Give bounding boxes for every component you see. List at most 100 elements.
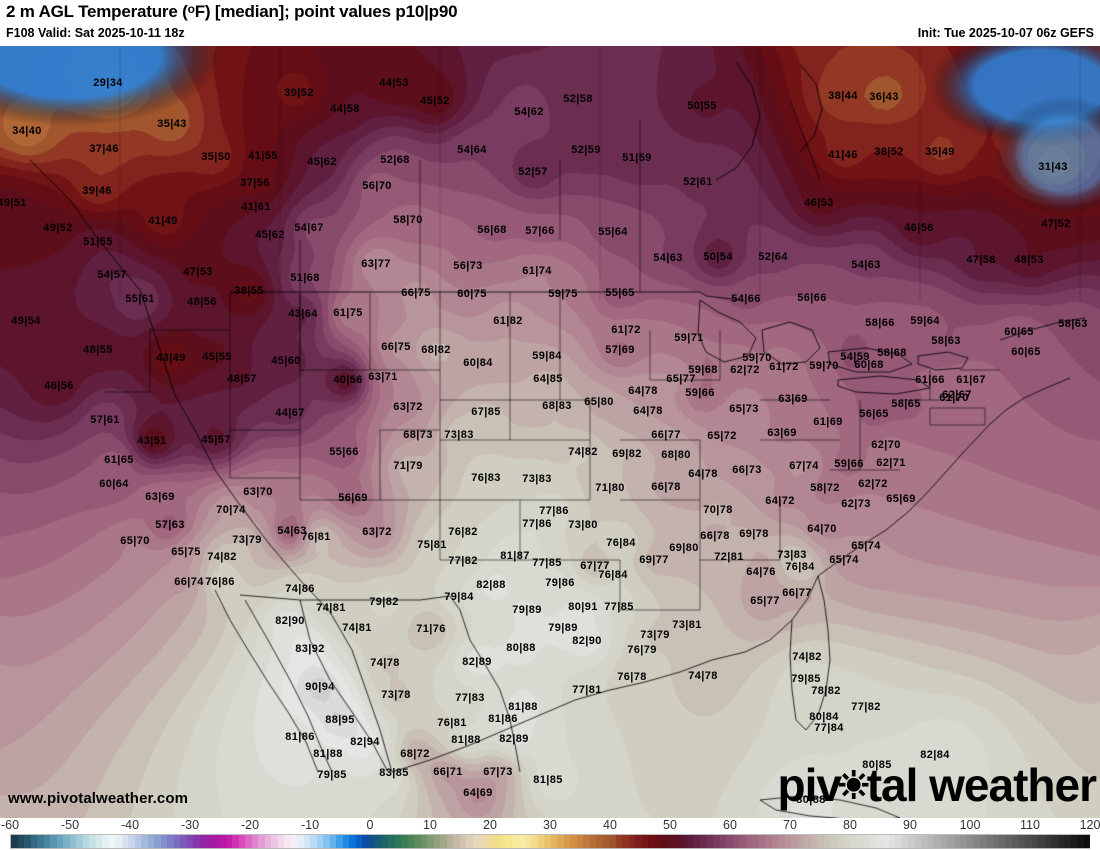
point-value-label: 82|90 [572,635,602,647]
point-value-label: 62|72 [730,364,760,376]
point-value-label: 63|69 [145,491,175,503]
colorbar-swatch [843,835,850,848]
colorbar-swatch [30,835,37,848]
point-value-label: 41|61 [241,201,271,213]
point-value-label: 66|77 [782,587,812,599]
point-value-label: 69|78 [739,528,769,540]
point-value-label: 77|81 [572,684,602,696]
point-value-label: 76|82 [448,526,478,538]
point-value-label: 64|78 [688,468,718,480]
point-value-label: 64|78 [628,385,658,397]
point-value-label: 82|89 [499,733,529,745]
point-value-label: 59|66 [834,458,864,470]
point-value-label: 43|49 [156,352,186,364]
point-value-label: 50|55 [687,100,717,112]
colorbar-swatch [927,835,934,848]
point-value-label: 64|85 [533,373,563,385]
point-value-label: 52|64 [758,251,788,263]
point-value-label: 70|74 [216,504,246,516]
colorbar-swatch [823,835,830,848]
point-value-label: 76|84 [785,561,815,573]
colorbar-swatch [934,835,941,848]
point-value-label: 41|46 [828,149,858,161]
point-value-label: 47|52 [1041,218,1071,230]
colorbar-swatch [966,835,973,848]
point-value-label: 38|55 [234,285,264,297]
colorbar-swatch [674,835,681,848]
point-value-label: 56|70 [362,180,392,192]
colorbar-swatch [641,835,648,848]
colorbar-swatch [739,835,746,848]
point-value-label: 40|56 [333,374,363,386]
point-value-label: 62|70 [871,439,901,451]
map-viewport[interactable]: 29|34 39|52 44|53 45|52 44|58 54|62 52|58 50|55… [0,46,1100,818]
colorbar-swatch [108,835,115,848]
point-value-label: 60|65 [1011,346,1041,358]
point-value-label: 44|53 [379,77,409,89]
colorbar-swatch [973,835,980,848]
colorbar-swatch [303,835,310,848]
point-value-label: 76|83 [471,472,501,484]
point-value-label: 63|72 [362,526,392,538]
colorbar-swatch [186,835,193,848]
temperature-contour-layer [0,46,1100,818]
point-value-label: 44|58 [330,103,360,115]
point-value-label: 57|63 [155,519,185,531]
point-value-label: 55|64 [598,226,628,238]
colorbar-swatch [50,835,57,848]
point-value-label: 74|82 [792,651,822,663]
point-value-label: 58|66 [865,317,895,329]
colorbar-swatch [700,835,707,848]
colorbar-tick: 90 [903,818,917,832]
point-value-label: 77|84 [814,722,844,734]
colorbar-swatch [797,835,804,848]
point-value-label: 77|85 [532,557,562,569]
point-value-label: 82|88 [476,579,506,591]
point-value-label: 65|73 [729,403,759,415]
colorbar-swatch [1083,835,1090,848]
point-value-label: 76|84 [598,569,628,581]
colorbar-tick: 100 [959,818,981,832]
colorbar-swatch [336,835,343,848]
point-value-label: 62|73 [841,498,871,510]
point-value-label: 49|51 [0,197,27,209]
point-value-label: 66|73 [732,464,762,476]
colorbar-swatch [856,835,863,848]
page-title: 2 m AGL Temperature (oF) [median]; point… [6,2,458,22]
colorbar-swatch [76,835,83,848]
colorbar-gradient[interactable] [10,834,1090,849]
point-value-label: 63|72 [393,401,423,413]
colorbar-swatch [245,835,252,848]
point-value-label: 80|88 [506,642,536,654]
point-value-label: 58|65 [891,398,921,410]
point-value-label: 80|91 [568,601,598,613]
point-value-label: 36|43 [869,91,899,103]
colorbar-swatch [1025,835,1032,848]
point-value-label: 61|74 [522,265,552,277]
colorbar-swatch [609,835,616,848]
point-value-label: 73|78 [381,689,411,701]
point-value-label: 67|73 [483,766,513,778]
colorbar-swatch [381,835,388,848]
point-value-label: 38|52 [874,146,904,158]
point-value-label: 41|49 [148,215,178,227]
point-value-label: 50|54 [703,251,733,263]
point-value-label: 73|81 [672,619,702,631]
point-value-label: 55|65 [605,287,635,299]
colorbar-swatch [479,835,486,848]
point-value-label: 37|46 [89,143,119,155]
point-value-label: 64|70 [807,523,837,535]
colorbar-swatch [531,835,538,848]
point-value-label: 65|75 [171,546,201,558]
point-value-label: 38|44 [828,90,858,102]
colorbar-swatch [82,835,89,848]
colorbar-swatch [810,835,817,848]
colorbar-swatch [1057,835,1064,848]
colorbar-swatch [661,835,668,848]
colorbar-swatch [596,835,603,848]
colorbar-tick: 40 [603,818,617,832]
point-value-label: 59|68 [688,364,718,376]
colorbar-swatch [115,835,122,848]
point-value-label: 54|63 [653,252,683,264]
colorbar-swatch [719,835,726,848]
